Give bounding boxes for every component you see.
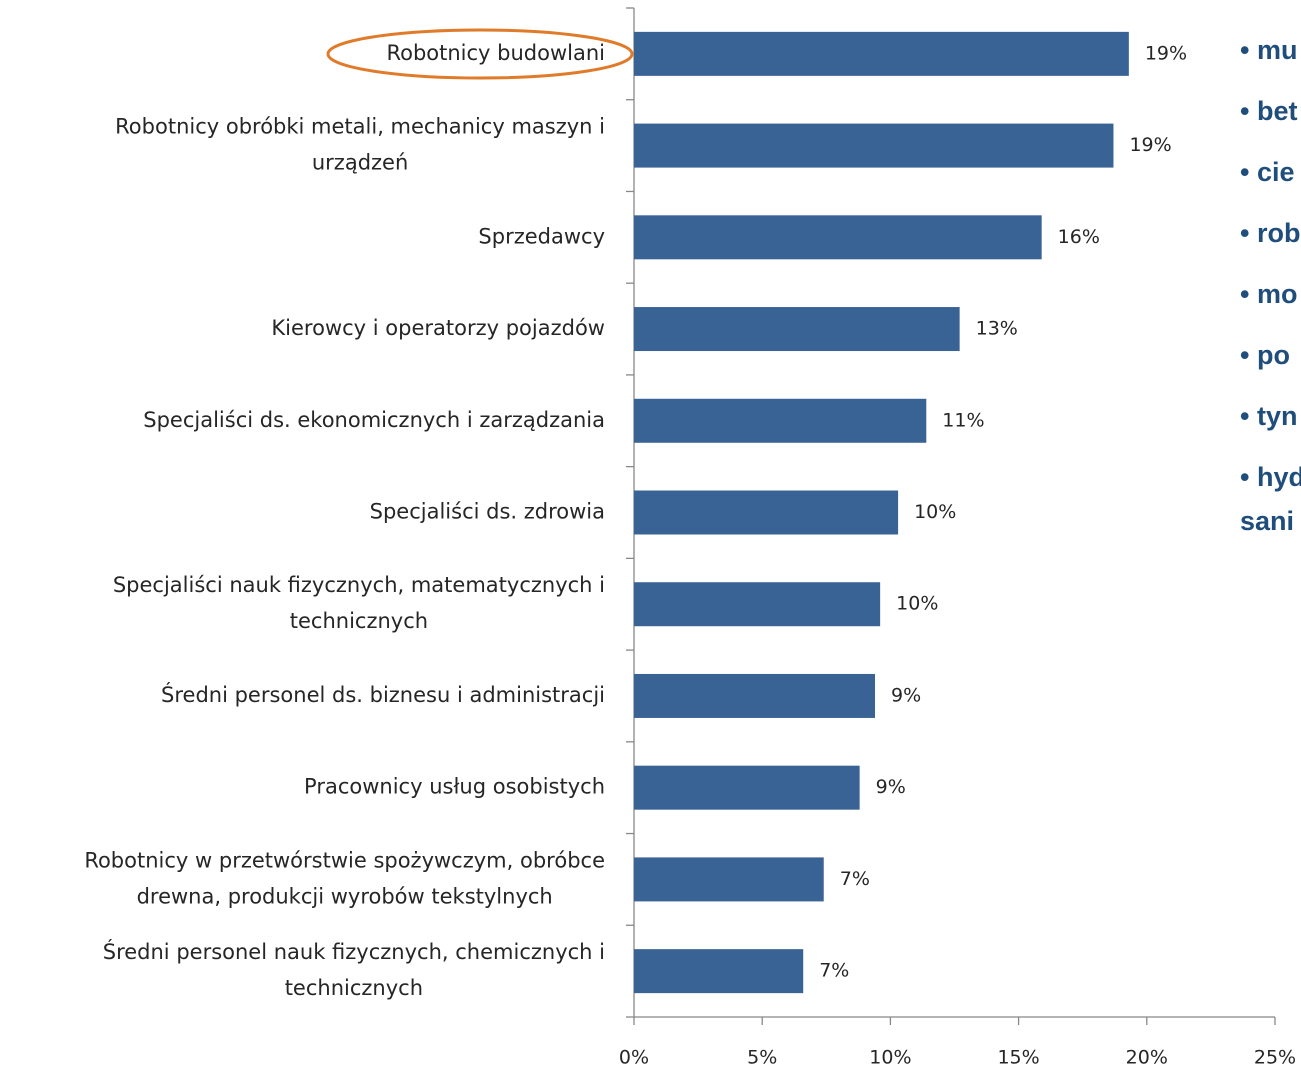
category-label: Pracownicy usług osobistych: [304, 775, 605, 799]
highlight-ellipse: [326, 28, 634, 80]
x-tick-label: 15%: [997, 1047, 1039, 1069]
annotation: • tyn: [1240, 401, 1297, 431]
annotation: sani: [1240, 506, 1294, 536]
bar: [634, 31, 1129, 76]
x-tick-label: 25%: [1254, 1047, 1296, 1069]
value-label: 11%: [942, 409, 984, 431]
bar: [634, 215, 1042, 260]
category-label: Specjaliści nauk fizycznych, matematyczn…: [113, 573, 605, 633]
value-label: 10%: [896, 593, 938, 615]
bar: [634, 765, 860, 810]
category-label: Sprzedawcy: [478, 224, 605, 248]
value-label: 7%: [840, 868, 870, 890]
x-tick-label: 10%: [869, 1047, 911, 1069]
value-label: 16%: [1058, 226, 1100, 248]
annotation: • cie: [1240, 157, 1295, 187]
x-tick-label: 20%: [1126, 1047, 1168, 1069]
annotation: • bet: [1240, 96, 1297, 126]
bar: [634, 673, 876, 718]
bar: [634, 582, 881, 627]
bar: [634, 857, 824, 902]
value-label: 19%: [1129, 134, 1171, 156]
category-label: Średni personel nauk fizycznych, chemicz…: [103, 939, 605, 1000]
category-label: Średni personel ds. biznesu i administra…: [161, 682, 605, 707]
value-label: 9%: [876, 776, 906, 798]
value-label: 10%: [914, 501, 956, 523]
bar: [634, 398, 927, 443]
category-label: Robotnicy w przetwórstwie spożywczym, ob…: [84, 848, 605, 908]
category-label: Robotnicy obróbki metali, mechanicy masz…: [115, 115, 605, 175]
x-tick-label: 0%: [619, 1047, 649, 1069]
category-label: Specjaliści ds. zdrowia: [370, 500, 605, 524]
annotation: • rob: [1240, 218, 1300, 248]
value-label: 7%: [819, 960, 849, 982]
bar: [634, 123, 1114, 168]
x-tick-label: 5%: [747, 1047, 777, 1069]
category-label: Kierowcy i operatorzy pojazdów: [271, 316, 605, 340]
category-label: Specjaliści ds. ekonomicznych i zarządza…: [143, 408, 605, 432]
annotation: • mo: [1240, 279, 1297, 309]
annotation: • mu: [1240, 35, 1297, 65]
value-label: 9%: [891, 684, 921, 706]
bar: [634, 949, 804, 994]
category-label: Robotnicy budowlani: [386, 41, 605, 65]
bar: [634, 307, 960, 352]
annotation: • po: [1240, 340, 1290, 370]
value-label: 13%: [976, 318, 1018, 340]
value-label: 19%: [1145, 42, 1187, 64]
annotation: • hyd: [1240, 462, 1301, 492]
bar: [634, 490, 899, 535]
